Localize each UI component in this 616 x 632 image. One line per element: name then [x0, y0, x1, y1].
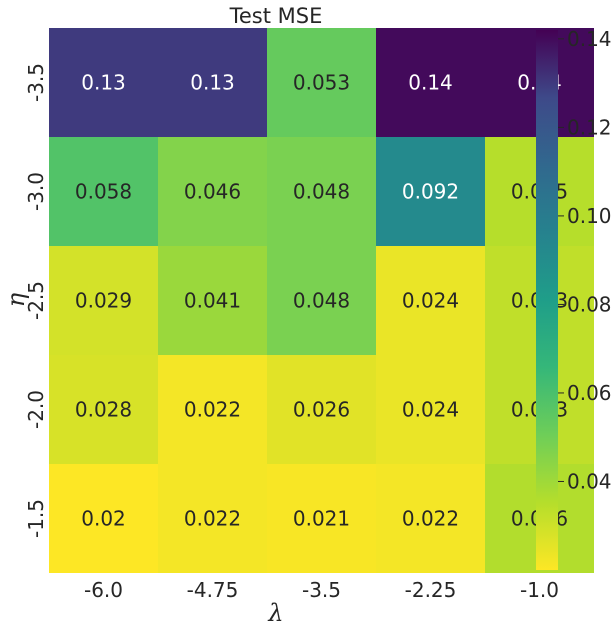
y-tick-label: -2.0: [24, 390, 48, 429]
x-tick-label: -2.25: [405, 578, 457, 602]
cell-value-label: 0.022: [184, 398, 241, 422]
x-axis-label: λ: [267, 599, 283, 627]
x-axis-ticks: -6.0 -4.75 -3.5 -2.25 -1.0: [84, 578, 559, 602]
heatmap-cell: [376, 464, 485, 573]
heatmap-cell: [49, 246, 158, 355]
cell-value-label: 0.028: [75, 398, 132, 422]
cell-value-label: 0.13: [81, 71, 126, 95]
heatmap-cell: [49, 137, 158, 246]
heatmap-cell: [267, 355, 376, 464]
colorbar-tick-label: 0.14: [567, 27, 612, 51]
cell-value-label: 0.02: [81, 507, 126, 531]
x-tick-label: -1.0: [520, 578, 559, 602]
y-tick-label: -3.5: [24, 63, 48, 102]
heatmap-cell: [158, 355, 267, 464]
colorbar-tick-label: 0.10: [567, 204, 612, 228]
cell-value-label: 0.029: [75, 289, 132, 313]
cell-value-label: 0.022: [402, 507, 459, 531]
heatmap-cell: [49, 464, 158, 573]
heatmap-cell: [158, 28, 267, 137]
heatmap-cell: [376, 137, 485, 246]
cell-value-label: 0.024: [402, 289, 459, 313]
heatmap-cell: [158, 137, 267, 246]
heatmap-cell: [267, 137, 376, 246]
heatmap-cell: [376, 246, 485, 355]
heatmap-cells: 0.130.130.0530.140.140.0580.0460.0480.09…: [49, 28, 594, 573]
heatmap-cell: [267, 246, 376, 355]
cell-value-label: 0.021: [293, 507, 350, 531]
cell-value-label: 0.048: [293, 289, 350, 313]
y-axis-ticks: -3.5 -3.0 -2.5 -2.0 -1.5: [24, 63, 48, 538]
cell-value-label: 0.046: [184, 180, 241, 204]
heatmap-cell: [49, 355, 158, 464]
cell-value-label: 0.14: [408, 71, 453, 95]
colorbar-tick-label: 0.12: [567, 115, 612, 139]
heatmap-cell: [158, 246, 267, 355]
heatmap-cell: [376, 28, 485, 137]
cell-value-label: 0.026: [293, 398, 350, 422]
heatmap-cell: [49, 28, 158, 137]
heatmap-cell: [267, 28, 376, 137]
heatmap-cell: [376, 355, 485, 464]
colorbar-ticks: 0.04 0.06 0.08 0.10 0.12 0.14: [558, 27, 612, 493]
colorbar-tick-label: 0.06: [567, 381, 612, 405]
y-axis-label: η: [2, 292, 30, 307]
cell-value-label: 0.13: [190, 71, 235, 95]
cell-value-label: 0.058: [75, 180, 132, 204]
colorbar-gradient: [536, 30, 558, 570]
heatmap-cell: [158, 464, 267, 573]
y-tick-label: -2.5: [24, 281, 48, 320]
cell-value-label: 0.024: [402, 398, 459, 422]
colorbar-tick-label: 0.04: [567, 469, 612, 493]
heatmap-cell: [267, 464, 376, 573]
cell-value-label: 0.048: [293, 180, 350, 204]
cell-value-label: 0.022: [184, 507, 241, 531]
cell-value-label: 0.041: [184, 289, 241, 313]
x-tick-label: -3.5: [302, 578, 341, 602]
cell-value-label: 0.092: [402, 180, 459, 204]
chart-title: Test MSE: [229, 4, 323, 28]
x-tick-label: -6.0: [84, 578, 123, 602]
colorbar: 0.04 0.06 0.08 0.10 0.12 0.14: [536, 27, 612, 570]
x-tick-label: -4.75: [187, 578, 239, 602]
colorbar-tick-label: 0.08: [567, 292, 612, 316]
y-tick-label: -3.0: [24, 172, 48, 211]
y-tick-label: -1.5: [24, 499, 48, 538]
cell-value-label: 0.053: [293, 71, 350, 95]
